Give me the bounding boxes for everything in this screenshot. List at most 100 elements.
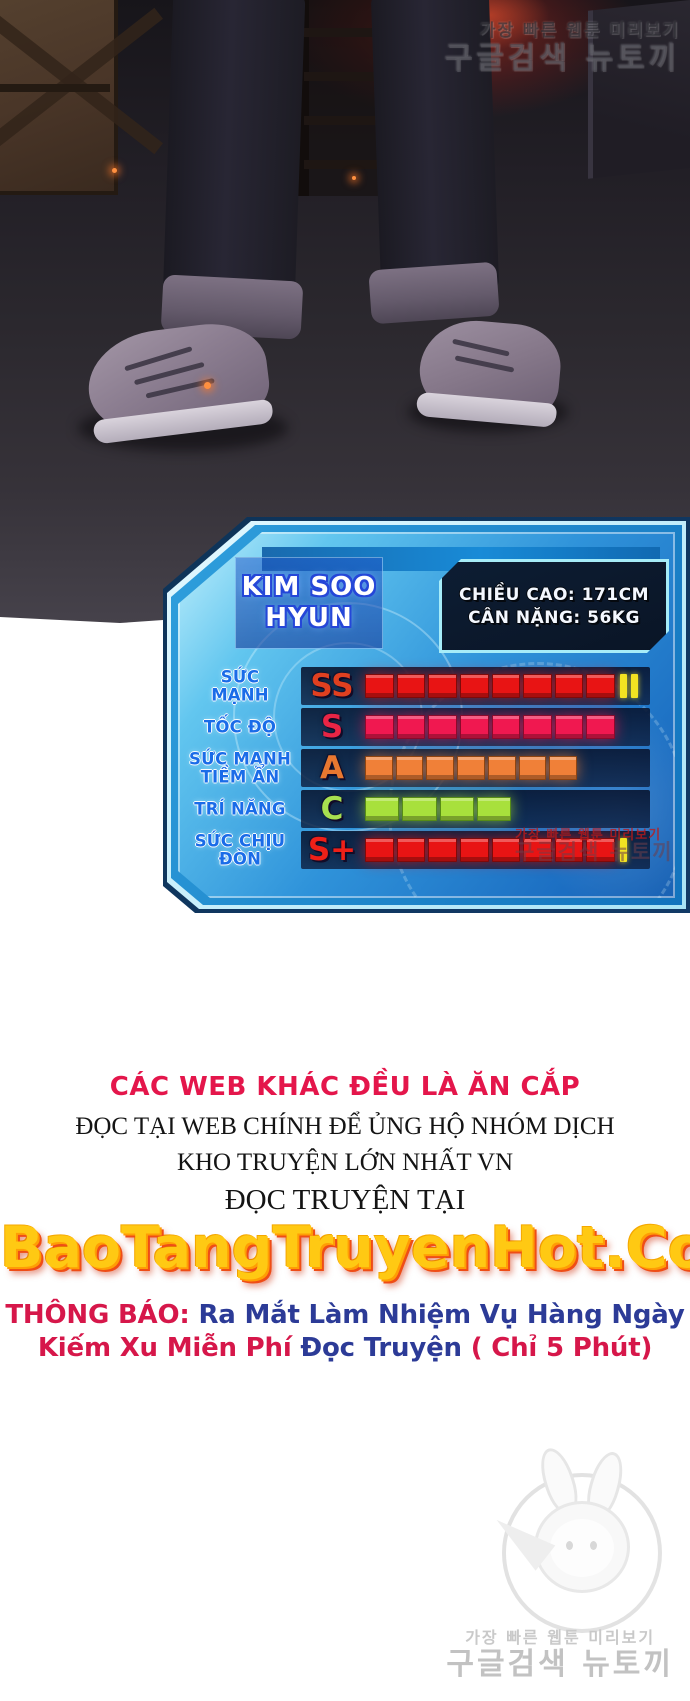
stat-label: SỨC MẠNH (211, 667, 269, 704)
stat-bar-segment (365, 838, 394, 862)
stat-grade: SS (310, 668, 354, 704)
stat-bar-segment (518, 756, 547, 780)
stat-bar-segment (554, 674, 584, 698)
stat-grade: C (320, 791, 344, 827)
character-name-line2: HYUN (265, 603, 353, 633)
notice2-red: Kiếm Xu Miễn Phí (37, 1333, 301, 1363)
stat-bar-segment (487, 756, 516, 780)
watermark-line2: 구글검색 뉴토끼 (444, 40, 680, 76)
stat-bar-segment (491, 674, 521, 698)
stat-bar-segment (365, 797, 400, 821)
stat-bar (365, 674, 615, 698)
watermark-bottom-right: 가장 빠른 웹툰 미리보기 구글검색 뉴토끼 (446, 1628, 674, 1683)
newtoki-mascot (486, 1444, 672, 1643)
ember-spark (112, 168, 117, 173)
stat-bar-segment (428, 674, 457, 698)
stat-bar-segment (549, 756, 578, 780)
stat-bar-overflow-tick (620, 838, 627, 862)
stat-bar-segment (402, 797, 437, 821)
notice-rest: Ra Mắt Làm Nhiệm Vụ Hàng Ngày (189, 1300, 685, 1330)
stat-bar-segment (491, 838, 521, 862)
stat-bar-segment (586, 674, 615, 698)
stat-row: TỐC ĐỘ S (175, 708, 678, 746)
ember-spark (352, 176, 356, 180)
stat-bar-overflow-tick (631, 674, 638, 698)
promo-line3: KHO TRUYỆN LỚN NHẤT VN (176, 1149, 514, 1176)
watermark-top-right: 가장 빠른 웹툰 미리보기 구글검색 뉴토끼 (444, 21, 680, 76)
stat-bar-segment (476, 797, 511, 821)
stat-bar (365, 838, 615, 862)
stat-bar-segment (396, 674, 426, 698)
stat-bar-segment (457, 756, 485, 780)
stat-label: SỨC MẠNH TIỀM ẨN (189, 749, 291, 786)
character-name-box: KIM SOO HYUN (235, 557, 383, 649)
stat-bar (365, 797, 511, 821)
stat-bar-segment (459, 715, 489, 739)
stat-bar-segment (428, 715, 457, 739)
stat-bar-segment (523, 838, 552, 862)
stat-grade: A (320, 750, 344, 786)
mascot-circle (502, 1473, 662, 1633)
character-left-leg (162, 0, 306, 307)
stat-bar-segment (586, 838, 615, 862)
shoe-lace (454, 355, 515, 373)
stat-bar-overflow-tick (620, 674, 627, 698)
stat-bar-segment (365, 756, 393, 780)
notice-label: THÔNG BÁO: (5, 1300, 190, 1330)
wooden-crate (0, 0, 163, 195)
stat-label: TỐC ĐỘ (203, 717, 277, 737)
stat-bar-segment (396, 715, 426, 739)
crate-plank (0, 84, 110, 92)
ladder-rung (304, 116, 388, 125)
mascot-face (550, 1519, 614, 1577)
stat-bar-segment (439, 797, 474, 821)
body-info-box: CHIỀU CAO: 171CM CÂN NẶNG: 56KG (439, 559, 669, 653)
mascot-eye (590, 1541, 597, 1550)
notice2-red2: ( Chỉ 5 Phút) (470, 1333, 653, 1363)
rolled-cuff-right (368, 261, 500, 325)
stat-bar-segment (459, 674, 489, 698)
ladder-rung (304, 28, 388, 37)
stat-row: SỨC MẠNH TIỀM ẨN A (175, 749, 678, 787)
stat-row-strip (301, 790, 650, 828)
stat-label: TRÍ NĂNG (194, 799, 286, 819)
promo-line2: ĐỌC TẠI WEB CHÍNH ĐỂ ỦNG HỘ NHÓM DỊCH (75, 1113, 615, 1140)
watermark-line1: 가장 빠른 웹툰 미리보기 (465, 1627, 656, 1647)
comic-artwork-scene (0, 0, 690, 625)
stat-row: SỨC CHỊU ĐÒN S+ (175, 831, 678, 869)
stat-bar-segment (396, 838, 426, 862)
ladder-rail (298, 0, 309, 196)
character-status-panel: KIM SOO HYUN CHIỀU CAO: 171CM CÂN NẶNG: … (163, 517, 690, 913)
stat-row: TRÍ NĂNG C (175, 790, 678, 828)
watermark-line2: 구글검색 뉴토끼 (515, 840, 674, 864)
notice-line2: Kiếm Xu Miễn Phí Đọc Truyện ( Chỉ 5 Phút… (0, 1333, 690, 1363)
stat-bar-segment (554, 838, 584, 862)
shoe-lace (452, 338, 510, 357)
ladder-rung (304, 72, 388, 81)
stat-bar-segment (365, 715, 394, 739)
mascot-eye (566, 1541, 573, 1550)
ladder-rung (304, 160, 388, 169)
stat-bar-segment (523, 674, 552, 698)
stat-bar-segment (395, 756, 424, 780)
watermark-line1: 가장 빠른 웹툰 미리보기 (515, 828, 662, 843)
stat-bar-segment (426, 756, 455, 780)
stat-bar-segment (365, 674, 394, 698)
height-value: CHIỀU CAO: 171CM (458, 584, 650, 605)
watermark-line2: 구글검색 뉴토끼 (446, 1647, 674, 1682)
stat-bar-segment (459, 838, 489, 862)
sneaker-left (82, 317, 275, 445)
promo-line4: ĐỌC TRUYỆN TẠI (224, 1184, 466, 1216)
stat-rows: SỨC MẠNH SS TỐC ĐỘ S SỨC MẠNH TIỀM ẨN A TRÍ NĂNG… (175, 667, 678, 872)
character-name-line1: KIM SOO (241, 572, 377, 602)
stat-grade: S (320, 709, 344, 745)
weight-value: CÂN NẶNG: 56KG (468, 607, 640, 628)
stat-bar (365, 715, 615, 739)
watermark-panel-overlay: 가장 빠른 웹툰 미리보기 구글검색 뉴토끼 (515, 829, 674, 863)
notice2-blue: Đọc Truyện (300, 1333, 471, 1363)
promo-headline: CÁC WEB KHÁC ĐỀU LÀ ĂN CẮP (109, 1072, 581, 1102)
stat-label: SỨC CHỊU ĐÒN (194, 831, 286, 868)
stat-bar-segment (586, 715, 615, 739)
ember-spark (204, 382, 211, 389)
sneaker-right (415, 316, 564, 428)
